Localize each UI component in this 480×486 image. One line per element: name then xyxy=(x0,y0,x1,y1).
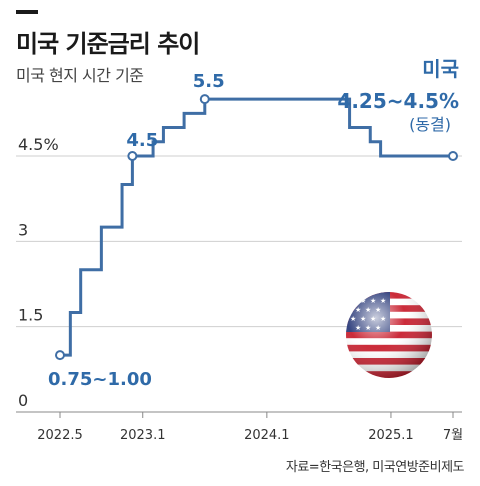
y-tick-label-2: 3 xyxy=(18,220,28,239)
us-flag-sphere-icon: ★★★★ ★★★ ★★★★ ★★★ xyxy=(346,292,432,378)
series-layer xyxy=(60,97,453,357)
x-axis: 2022.5 2023.1 2024.1 2025.1 7월 xyxy=(16,411,463,443)
x-tick-label-3: 2025.1 xyxy=(368,428,414,443)
title-accent-bar xyxy=(16,10,38,14)
annotation-value-0: 0.75~1.00 xyxy=(48,369,152,390)
marker-layer xyxy=(55,94,458,361)
chart-subtitle: 미국 현지 시간 기준 xyxy=(16,66,144,85)
y-tick-label-3: 4.5% xyxy=(18,135,59,154)
data-marker-3 xyxy=(448,151,458,161)
data-marker-1 xyxy=(127,151,138,161)
label-layer: 0.75~1.00 4.5 5.5 미국 4.25~4.5% (동결) xyxy=(48,57,459,390)
x-tick-label-2: 2024.1 xyxy=(244,428,290,443)
annotation-value-1: 4.5 xyxy=(126,130,158,151)
svg-text:★: ★ xyxy=(350,297,356,305)
annotation-note-3: (동결) xyxy=(409,115,451,134)
page-title: 미국 기준금리 추이 xyxy=(16,30,200,58)
x-tick-label-0: 2022.5 xyxy=(37,428,83,443)
annotation-value-2: 5.5 xyxy=(193,71,225,92)
y-tick-label-1: 1.5 xyxy=(18,306,43,325)
x-tick-label-1: 2023.1 xyxy=(120,428,166,443)
series-line-0 xyxy=(60,97,453,357)
data-marker-2 xyxy=(199,94,210,105)
source-note: 자료=한국은행, 미국연방준비제도 xyxy=(285,460,465,475)
annotation-value-3: 4.25~4.5% xyxy=(337,89,459,113)
y-tick-label-0: 0 xyxy=(18,391,28,410)
data-marker-0 xyxy=(55,350,65,361)
x-tick-label-4: 7월 xyxy=(443,428,463,443)
annotation-series-label-3: 미국 xyxy=(422,57,459,81)
